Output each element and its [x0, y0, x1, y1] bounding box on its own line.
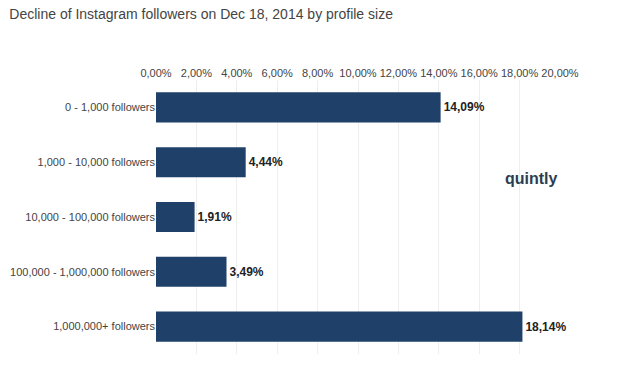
svg-text:14,00%: 14,00%	[420, 67, 458, 79]
svg-text:Decline of Instagram followers: Decline of Instagram followers on Dec 18…	[9, 6, 393, 22]
svg-text:18,14%: 18,14%	[525, 320, 566, 334]
svg-text:6,00%: 6,00%	[262, 67, 293, 79]
svg-text:18,00%: 18,00%	[501, 67, 539, 79]
svg-text:1,000 - 10,000 followers: 1,000 - 10,000 followers	[38, 156, 156, 168]
svg-text:1,91%: 1,91%	[198, 210, 232, 224]
svg-text:16,00%: 16,00%	[461, 67, 499, 79]
svg-text:8,00%: 8,00%	[302, 67, 333, 79]
svg-text:0 - 1,000 followers: 0 - 1,000 followers	[65, 101, 155, 113]
svg-text:quintly: quintly	[505, 170, 558, 187]
svg-text:100,000 - 1,000,000 followers: 100,000 - 1,000,000 followers	[10, 266, 155, 278]
svg-text:12,00%: 12,00%	[380, 67, 418, 79]
svg-text:4,00%: 4,00%	[221, 67, 252, 79]
svg-text:10,000 - 100,000 followers: 10,000 - 100,000 followers	[25, 211, 155, 223]
svg-text:14,09%: 14,09%	[444, 100, 485, 114]
svg-text:10,00%: 10,00%	[339, 67, 377, 79]
svg-text:0,00%: 0,00%	[140, 67, 171, 79]
svg-text:1,000,000+ followers: 1,000,000+ followers	[53, 320, 155, 332]
svg-text:4,44%: 4,44%	[249, 155, 283, 169]
svg-text:20,00%: 20,00%	[541, 67, 579, 79]
svg-text:2,00%: 2,00%	[181, 67, 212, 79]
svg-text:3,49%: 3,49%	[230, 265, 264, 279]
